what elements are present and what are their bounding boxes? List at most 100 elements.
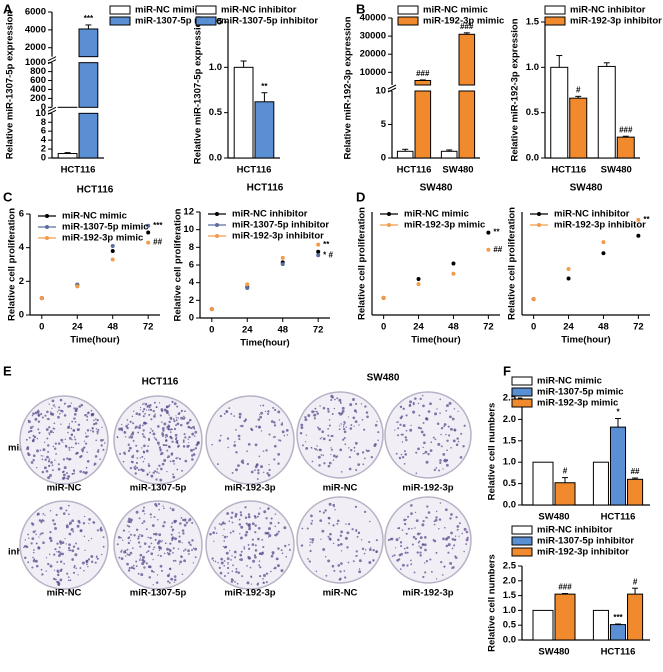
colony [230, 413, 232, 415]
colony [449, 402, 452, 405]
colony [259, 416, 262, 419]
colony [95, 562, 97, 564]
colony [184, 433, 186, 435]
colony [238, 435, 241, 438]
colony [284, 545, 286, 547]
colony [66, 457, 68, 459]
colony [44, 466, 47, 469]
colony [417, 532, 420, 535]
colony [447, 536, 450, 539]
x-tick-label: 24 [413, 322, 424, 333]
chart-title: SW480 [420, 183, 453, 194]
colony [36, 449, 39, 452]
colony [223, 565, 225, 567]
colony [305, 447, 308, 450]
colony [398, 527, 400, 529]
colony [266, 472, 268, 474]
colony [439, 459, 442, 462]
colony [59, 413, 61, 415]
significance: * # [323, 250, 333, 259]
colony [54, 448, 56, 450]
colony [47, 563, 49, 565]
colony [143, 507, 145, 509]
colony [143, 429, 145, 431]
colony [337, 539, 339, 541]
colony [320, 539, 321, 540]
colony [73, 472, 75, 474]
colony [35, 418, 38, 421]
colony [142, 522, 144, 524]
colony [252, 522, 255, 525]
colony [246, 523, 248, 525]
colony [214, 528, 215, 529]
colony [410, 512, 413, 515]
colony [157, 468, 159, 470]
colony [187, 438, 188, 439]
colony [262, 405, 264, 407]
panel-label: D [356, 189, 365, 204]
colony [414, 572, 416, 574]
colony [163, 508, 165, 510]
colony [300, 432, 302, 434]
colony [423, 520, 425, 522]
colony [220, 435, 222, 437]
significance: ** [261, 82, 268, 91]
colony [121, 424, 122, 425]
colony [321, 454, 323, 456]
colony [38, 432, 40, 434]
colony [278, 522, 280, 524]
colony [180, 556, 182, 558]
colony [321, 437, 322, 438]
colony [142, 425, 144, 427]
colony [128, 569, 130, 571]
colony [95, 418, 97, 420]
colony [322, 455, 324, 457]
colony [144, 513, 145, 514]
colony [137, 432, 139, 434]
y-tick-label: 0.5 [503, 620, 517, 631]
colony [176, 469, 178, 471]
y-axis-label: Relative cell numbers [487, 554, 498, 652]
colony [450, 428, 453, 431]
colony [369, 521, 371, 523]
colony [461, 533, 463, 535]
bar [555, 594, 575, 640]
colony [147, 537, 149, 539]
colony [426, 461, 429, 464]
bar [628, 479, 643, 505]
x-tick-label: SW480 [442, 165, 473, 176]
colony [265, 517, 267, 519]
colony [101, 427, 102, 428]
colony [254, 469, 256, 471]
x-tick-label: HCT116 [237, 165, 272, 176]
colony [466, 531, 469, 534]
colony [166, 548, 169, 551]
colony [425, 516, 427, 518]
colony [142, 556, 145, 559]
x-tick-label: 24 [242, 325, 253, 336]
y-tick-label: 2000 [25, 42, 46, 53]
colony [41, 573, 43, 575]
colony [353, 560, 355, 562]
colony [57, 416, 60, 419]
colony [375, 550, 378, 553]
colony [173, 547, 175, 549]
colony [86, 416, 88, 418]
colony [344, 437, 346, 439]
colony [140, 407, 141, 408]
colony [59, 579, 62, 582]
colony [143, 408, 145, 410]
colony [120, 551, 122, 553]
colony [84, 471, 87, 474]
colony [184, 524, 187, 527]
colony [102, 449, 104, 451]
colony [411, 528, 412, 529]
colony [314, 408, 316, 410]
colony [220, 572, 223, 575]
colony [445, 434, 446, 435]
colony [50, 413, 53, 416]
colony [182, 542, 183, 543]
y-tick-label: 2 [189, 295, 194, 306]
colony [434, 469, 436, 471]
point [382, 296, 386, 300]
